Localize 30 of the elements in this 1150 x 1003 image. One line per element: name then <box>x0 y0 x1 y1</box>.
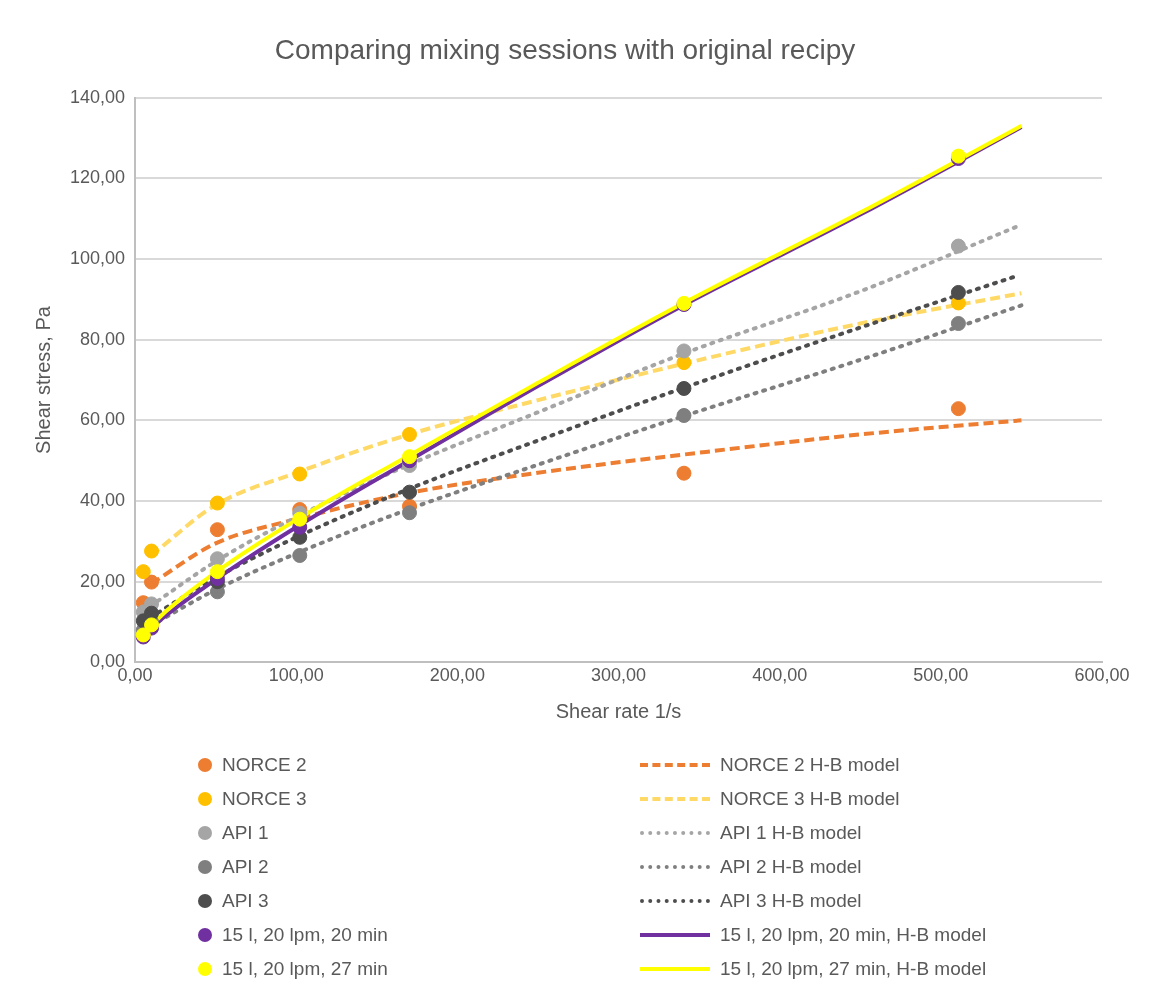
y-tick-label: 40,00 <box>80 490 126 510</box>
legend-label: API 1 H-B model <box>720 822 862 844</box>
x-tick-label: 300,00 <box>591 665 647 686</box>
legend-label: API 1 <box>222 822 269 844</box>
y-tick-label: 120,00 <box>69 167 126 188</box>
x-tick-label: 600,00 <box>1074 665 1130 686</box>
legend-label: NORCE 3 H-B model <box>720 788 900 810</box>
legend-label: API 3 <box>222 890 269 912</box>
y-tick-label: 100,00 <box>69 247 126 268</box>
legend-label: 15 l, 20 lpm, 20 min, H-B model <box>720 924 987 946</box>
chart-title: Comparing mixing sessions with original recipy <box>274 33 856 65</box>
y-tick-label: 20,00 <box>80 570 126 591</box>
y-tick-label: 80,00 <box>80 328 126 349</box>
legend-label: 15 l, 20 lpm, 27 min <box>222 958 388 980</box>
y-tick-label: 60,00 <box>80 409 126 430</box>
legend-label: 15 l, 20 lpm, 20 min <box>222 924 388 946</box>
legend-label: API 3 H-B model <box>720 890 862 912</box>
y-tick-label: 140,00 <box>69 86 126 107</box>
legend-label: API 2 H-B model <box>720 856 862 878</box>
y-axis-title: Shear stress, Pa <box>31 305 54 454</box>
x-tick-label: 400,00 <box>752 665 808 686</box>
x-tick-label: 500,00 <box>913 665 969 686</box>
legend-label: NORCE 2 <box>222 754 307 776</box>
legend-label: NORCE 3 <box>222 788 307 810</box>
x-axis-title: Shear rate 1/s <box>555 699 682 722</box>
x-tick-label: 200,00 <box>429 665 485 686</box>
legend-label: 15 l, 20 lpm, 27 min, H-B model <box>720 958 987 980</box>
x-tick-label: 100,00 <box>268 665 324 686</box>
legend-label: API 2 <box>222 856 269 878</box>
legend-label: NORCE 2 H-B model <box>720 754 900 776</box>
